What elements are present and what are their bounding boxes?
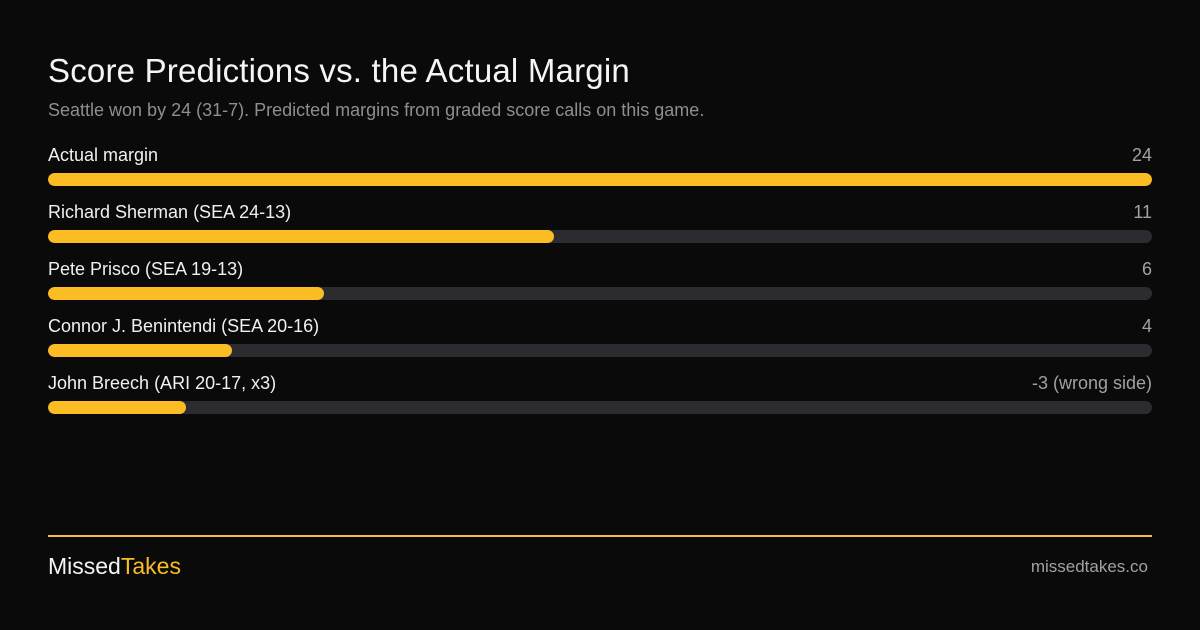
bar-label: Actual margin [48,145,159,165]
brand-name-part2: Takes [120,553,181,579]
bar-row-john-breech: John Breech (ARI 20-17, x3) -3 (wrong si… [48,371,1152,428]
bar-fill [48,287,324,300]
footer-divider [48,535,1152,537]
bar-fill [48,344,232,357]
bar-fill [48,401,186,414]
bar-track [48,344,1152,357]
bar-row-pete-prisco: Pete Prisco (SEA 19-13) 6 [48,257,1152,314]
bar-row-connor-benintendi: Connor J. Benintendi (SEA 20-16) 4 [48,314,1152,371]
bar-chart: Actual margin 24 Richard Sherman (SEA 24… [48,143,1152,428]
bar-value-label: 11 [1133,202,1152,222]
bar-track [48,401,1152,414]
bar-fill [48,230,554,243]
brand-logo[interactable]: MissedTakes [48,553,181,580]
bar-value-label: 24 [1131,145,1152,165]
bar-track [48,173,1152,186]
chart-title: Score Predictions vs. the Actual Margin [48,52,630,89]
bar-row-actual-margin: Actual margin 24 [48,143,1152,200]
bar-track [48,230,1152,243]
bar-value-label: 6 [1141,259,1152,279]
bar-value-label: 4 [1141,316,1152,336]
bar-label: Pete Prisco (SEA 19-13) [48,259,244,279]
bar-label: Connor J. Benintendi (SEA 20-16) [48,316,320,336]
chart-subtitle: Seattle won by 24 (31-7). Predicted marg… [48,100,705,120]
bar-track [48,287,1152,300]
bar-row-richard-sherman: Richard Sherman (SEA 24-13) 11 [48,200,1152,257]
bar-value-label: -3 (wrong side) [1031,373,1152,393]
brand-name-part1: Missed [48,553,121,579]
bar-label: Richard Sherman (SEA 24-13) [48,202,292,222]
bar-fill [48,173,1152,186]
site-url[interactable]: missedtakes.co [1030,557,1148,576]
bar-label: John Breech (ARI 20-17, x3) [48,373,277,393]
